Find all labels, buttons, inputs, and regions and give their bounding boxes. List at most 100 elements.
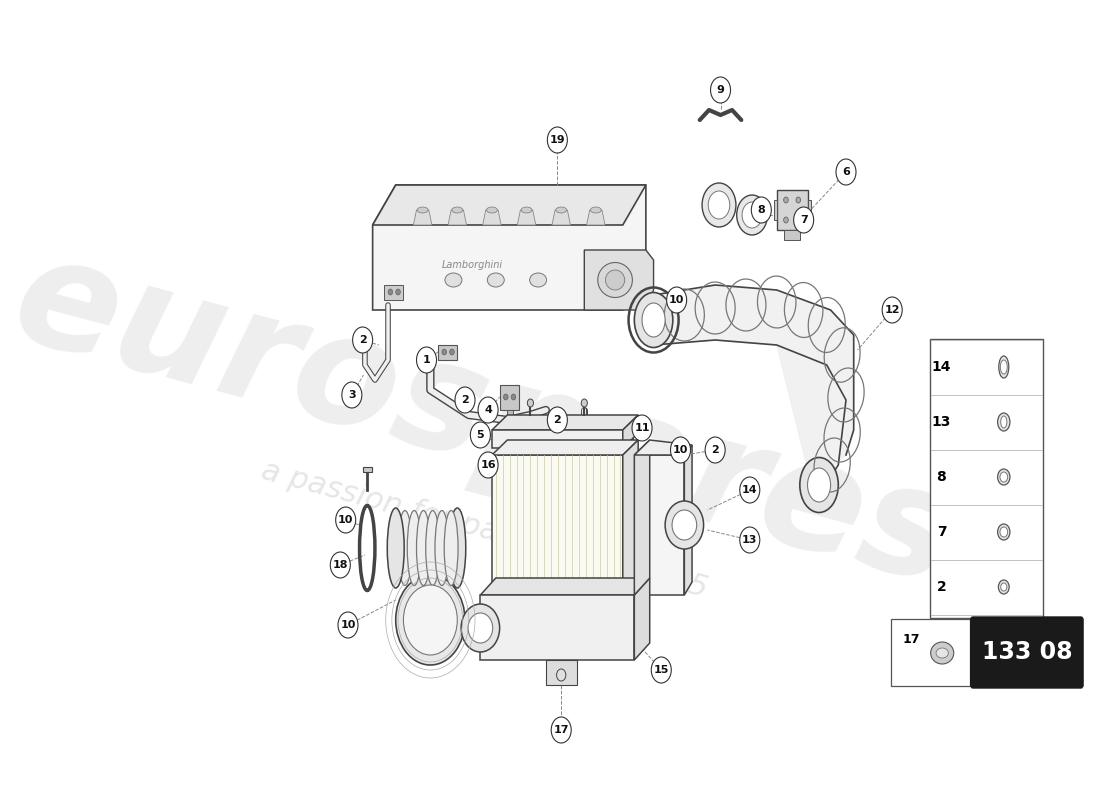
FancyBboxPatch shape [970, 617, 1084, 688]
Circle shape [557, 669, 565, 681]
Polygon shape [492, 415, 638, 430]
Polygon shape [438, 345, 458, 360]
Polygon shape [623, 415, 638, 448]
Circle shape [667, 287, 686, 313]
Ellipse shape [642, 303, 666, 337]
Circle shape [471, 422, 491, 448]
Polygon shape [807, 200, 811, 220]
Circle shape [342, 382, 362, 408]
Ellipse shape [931, 642, 954, 664]
Polygon shape [584, 250, 653, 310]
Text: Lamborghini: Lamborghini [442, 260, 504, 270]
Ellipse shape [444, 510, 458, 586]
Ellipse shape [426, 510, 440, 586]
Ellipse shape [446, 273, 462, 287]
Circle shape [330, 552, 350, 578]
Circle shape [455, 387, 475, 413]
Ellipse shape [635, 293, 673, 347]
Circle shape [478, 397, 498, 423]
Polygon shape [492, 440, 638, 455]
Polygon shape [635, 440, 692, 455]
Text: 133 08: 133 08 [981, 640, 1072, 664]
Text: 13: 13 [742, 535, 758, 545]
Polygon shape [635, 578, 650, 660]
Ellipse shape [417, 510, 430, 586]
Circle shape [338, 612, 358, 638]
Text: 15: 15 [653, 665, 669, 675]
Text: 18: 18 [332, 560, 348, 570]
Ellipse shape [1001, 583, 1006, 591]
Text: 10: 10 [338, 515, 353, 525]
Ellipse shape [737, 195, 768, 235]
Polygon shape [384, 285, 404, 300]
Ellipse shape [521, 207, 532, 213]
Circle shape [504, 394, 508, 400]
Ellipse shape [449, 508, 465, 588]
Ellipse shape [486, 207, 497, 213]
Polygon shape [414, 210, 432, 225]
Circle shape [450, 349, 454, 355]
Circle shape [794, 207, 814, 233]
Circle shape [651, 657, 671, 683]
Ellipse shape [605, 270, 625, 290]
Text: 2: 2 [553, 415, 561, 425]
Polygon shape [363, 467, 372, 472]
Text: 10: 10 [669, 295, 684, 305]
Circle shape [740, 527, 760, 553]
Polygon shape [684, 445, 692, 595]
Text: 7: 7 [936, 525, 946, 539]
FancyBboxPatch shape [891, 619, 970, 686]
Polygon shape [552, 210, 571, 225]
Circle shape [632, 415, 652, 441]
Ellipse shape [672, 510, 696, 540]
Polygon shape [481, 578, 650, 595]
Polygon shape [481, 595, 635, 660]
Ellipse shape [998, 413, 1010, 431]
Text: 3: 3 [348, 390, 355, 400]
Circle shape [751, 197, 771, 223]
Circle shape [551, 717, 571, 743]
Polygon shape [492, 430, 623, 448]
Ellipse shape [807, 468, 830, 502]
Text: 11: 11 [635, 423, 650, 433]
Ellipse shape [434, 510, 449, 586]
Polygon shape [448, 210, 466, 225]
Ellipse shape [529, 273, 547, 287]
Circle shape [783, 217, 789, 223]
Text: 2: 2 [461, 395, 469, 405]
Circle shape [671, 437, 691, 463]
Text: 6: 6 [843, 167, 850, 177]
Text: 7: 7 [800, 215, 807, 225]
Ellipse shape [1000, 472, 1008, 482]
Ellipse shape [407, 510, 421, 586]
Circle shape [836, 159, 856, 185]
Text: 10: 10 [673, 445, 689, 455]
Ellipse shape [998, 469, 1010, 485]
Text: 17: 17 [902, 633, 920, 646]
Polygon shape [373, 185, 646, 225]
Ellipse shape [708, 191, 729, 219]
Ellipse shape [999, 580, 1009, 594]
Circle shape [882, 297, 902, 323]
Circle shape [783, 197, 789, 203]
Text: 2: 2 [359, 335, 366, 345]
Polygon shape [499, 385, 519, 410]
Text: 2: 2 [936, 580, 946, 594]
Ellipse shape [800, 458, 838, 513]
Circle shape [740, 477, 760, 503]
Text: 2: 2 [712, 445, 719, 455]
Polygon shape [492, 455, 623, 590]
Text: 9: 9 [716, 85, 725, 95]
Polygon shape [623, 440, 638, 590]
Ellipse shape [398, 510, 411, 586]
Circle shape [336, 507, 355, 533]
Text: 17: 17 [553, 725, 569, 735]
Circle shape [548, 407, 568, 433]
Ellipse shape [999, 356, 1009, 378]
Ellipse shape [487, 273, 504, 287]
Circle shape [512, 394, 516, 400]
Text: 8: 8 [758, 205, 766, 215]
Circle shape [353, 327, 373, 353]
FancyBboxPatch shape [930, 339, 1043, 618]
Circle shape [796, 217, 801, 223]
